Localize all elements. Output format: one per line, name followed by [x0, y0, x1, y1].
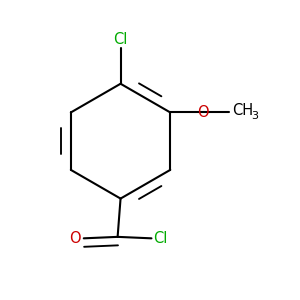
- Text: O: O: [197, 105, 208, 120]
- Text: O: O: [69, 231, 81, 246]
- Text: Cl: Cl: [153, 231, 167, 246]
- Text: 3: 3: [251, 111, 258, 121]
- Text: CH: CH: [232, 103, 253, 118]
- Text: Cl: Cl: [113, 32, 128, 47]
